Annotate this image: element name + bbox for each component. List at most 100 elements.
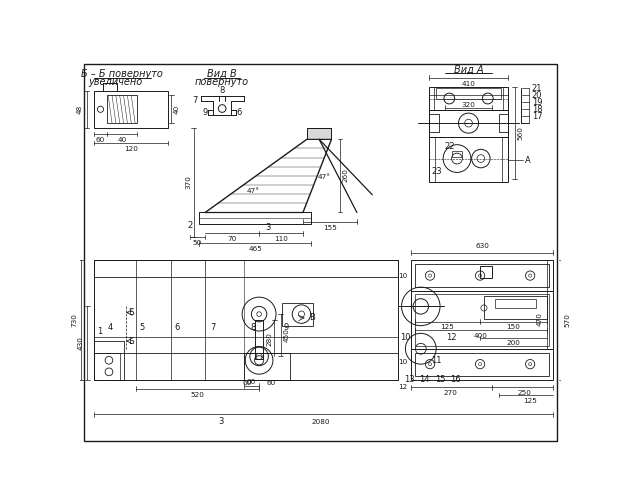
Text: 60: 60 bbox=[243, 380, 252, 386]
Text: 40: 40 bbox=[118, 137, 127, 143]
Text: В: В bbox=[309, 314, 315, 322]
Bar bbox=[282, 302, 313, 326]
Text: 50: 50 bbox=[193, 240, 202, 246]
Text: 450: 450 bbox=[284, 328, 290, 342]
Text: 9: 9 bbox=[202, 108, 208, 117]
Bar bbox=[429, 87, 508, 110]
Bar bbox=[436, 88, 501, 100]
Text: 70: 70 bbox=[228, 236, 237, 242]
Text: 320: 320 bbox=[462, 102, 476, 108]
Bar bbox=[244, 352, 290, 380]
Bar bbox=[429, 110, 508, 137]
Text: 6: 6 bbox=[236, 108, 242, 117]
Text: 155: 155 bbox=[323, 225, 337, 231]
Text: 465: 465 bbox=[248, 246, 262, 252]
Text: 430: 430 bbox=[78, 336, 84, 349]
Text: 11: 11 bbox=[431, 356, 441, 365]
Text: 125: 125 bbox=[523, 398, 537, 404]
Bar bbox=[411, 260, 553, 380]
Text: 570: 570 bbox=[565, 313, 571, 327]
Text: 250: 250 bbox=[518, 390, 532, 396]
Text: 22: 22 bbox=[444, 142, 454, 150]
Bar bbox=[414, 294, 549, 346]
Bar bbox=[94, 260, 398, 380]
Bar bbox=[107, 96, 137, 123]
Text: 6: 6 bbox=[174, 324, 179, 332]
Text: 370: 370 bbox=[185, 176, 191, 190]
Text: 280: 280 bbox=[267, 332, 273, 345]
Text: Вид А: Вид А bbox=[454, 64, 483, 74]
Text: Б: Б bbox=[128, 336, 134, 345]
Text: 60: 60 bbox=[266, 380, 275, 386]
Bar bbox=[480, 266, 492, 278]
Bar bbox=[499, 114, 508, 132]
Text: 40: 40 bbox=[174, 104, 180, 114]
Bar bbox=[452, 151, 462, 157]
Text: 19: 19 bbox=[532, 98, 542, 107]
Text: A: A bbox=[525, 156, 531, 164]
Text: 13: 13 bbox=[404, 375, 414, 384]
Text: 8: 8 bbox=[250, 324, 256, 332]
Text: 10: 10 bbox=[400, 332, 411, 342]
Bar bbox=[496, 298, 536, 308]
Text: 8: 8 bbox=[219, 86, 225, 96]
Text: 630: 630 bbox=[475, 244, 489, 250]
Bar bbox=[429, 114, 439, 132]
Bar bbox=[94, 352, 121, 380]
Text: 4: 4 bbox=[108, 324, 113, 332]
Text: 12: 12 bbox=[446, 332, 457, 342]
Text: 470: 470 bbox=[536, 312, 542, 326]
Bar bbox=[484, 296, 547, 320]
Text: 18: 18 bbox=[532, 105, 542, 114]
Text: 17: 17 bbox=[532, 112, 542, 120]
Text: 730: 730 bbox=[71, 313, 78, 327]
Bar bbox=[199, 212, 311, 224]
Text: 10: 10 bbox=[399, 359, 408, 365]
Text: 21: 21 bbox=[532, 84, 542, 93]
Text: 120: 120 bbox=[124, 146, 138, 152]
Text: 47°: 47° bbox=[318, 174, 331, 180]
Text: 560: 560 bbox=[517, 126, 523, 140]
Text: 12: 12 bbox=[399, 384, 408, 390]
Text: 270: 270 bbox=[444, 390, 458, 396]
Text: 47°: 47° bbox=[246, 188, 259, 194]
Text: 7: 7 bbox=[192, 96, 198, 106]
Text: 14: 14 bbox=[419, 375, 430, 384]
Text: 3: 3 bbox=[218, 418, 223, 426]
Text: 260: 260 bbox=[342, 168, 348, 182]
Text: повернуто: повернуто bbox=[195, 78, 249, 88]
Bar bbox=[94, 91, 168, 128]
Bar bbox=[255, 320, 263, 359]
Text: 110: 110 bbox=[274, 236, 288, 242]
Text: 1: 1 bbox=[97, 326, 102, 336]
Text: 520: 520 bbox=[191, 392, 204, 398]
Text: 5: 5 bbox=[139, 324, 144, 332]
Text: 15: 15 bbox=[435, 375, 445, 384]
Text: 400: 400 bbox=[474, 332, 488, 338]
Text: 410: 410 bbox=[462, 81, 476, 87]
Text: 60: 60 bbox=[96, 137, 105, 143]
Text: 2080: 2080 bbox=[311, 419, 330, 425]
Text: 48: 48 bbox=[77, 104, 82, 114]
Text: 60: 60 bbox=[247, 379, 256, 385]
Text: 2: 2 bbox=[187, 221, 192, 230]
Text: 7: 7 bbox=[210, 324, 216, 332]
Text: 200: 200 bbox=[506, 340, 520, 346]
Text: Вид В: Вид В bbox=[208, 69, 237, 79]
Bar bbox=[414, 264, 549, 287]
Text: 150: 150 bbox=[506, 324, 520, 330]
Text: 9: 9 bbox=[283, 324, 289, 332]
Text: 23: 23 bbox=[432, 167, 442, 176]
Text: 3: 3 bbox=[266, 224, 271, 232]
Text: 125: 125 bbox=[440, 324, 454, 330]
Bar bbox=[429, 137, 508, 182]
Text: Б: Б bbox=[128, 308, 134, 317]
Text: 16: 16 bbox=[450, 375, 461, 384]
Bar bbox=[94, 341, 124, 380]
Text: увеличено: увеличено bbox=[88, 78, 142, 88]
Bar bbox=[414, 352, 549, 376]
Text: 20: 20 bbox=[532, 91, 542, 100]
Text: Б – Б повернуто: Б – Б повернуто bbox=[81, 69, 163, 79]
Bar bbox=[307, 128, 331, 140]
Text: 10: 10 bbox=[399, 272, 408, 278]
